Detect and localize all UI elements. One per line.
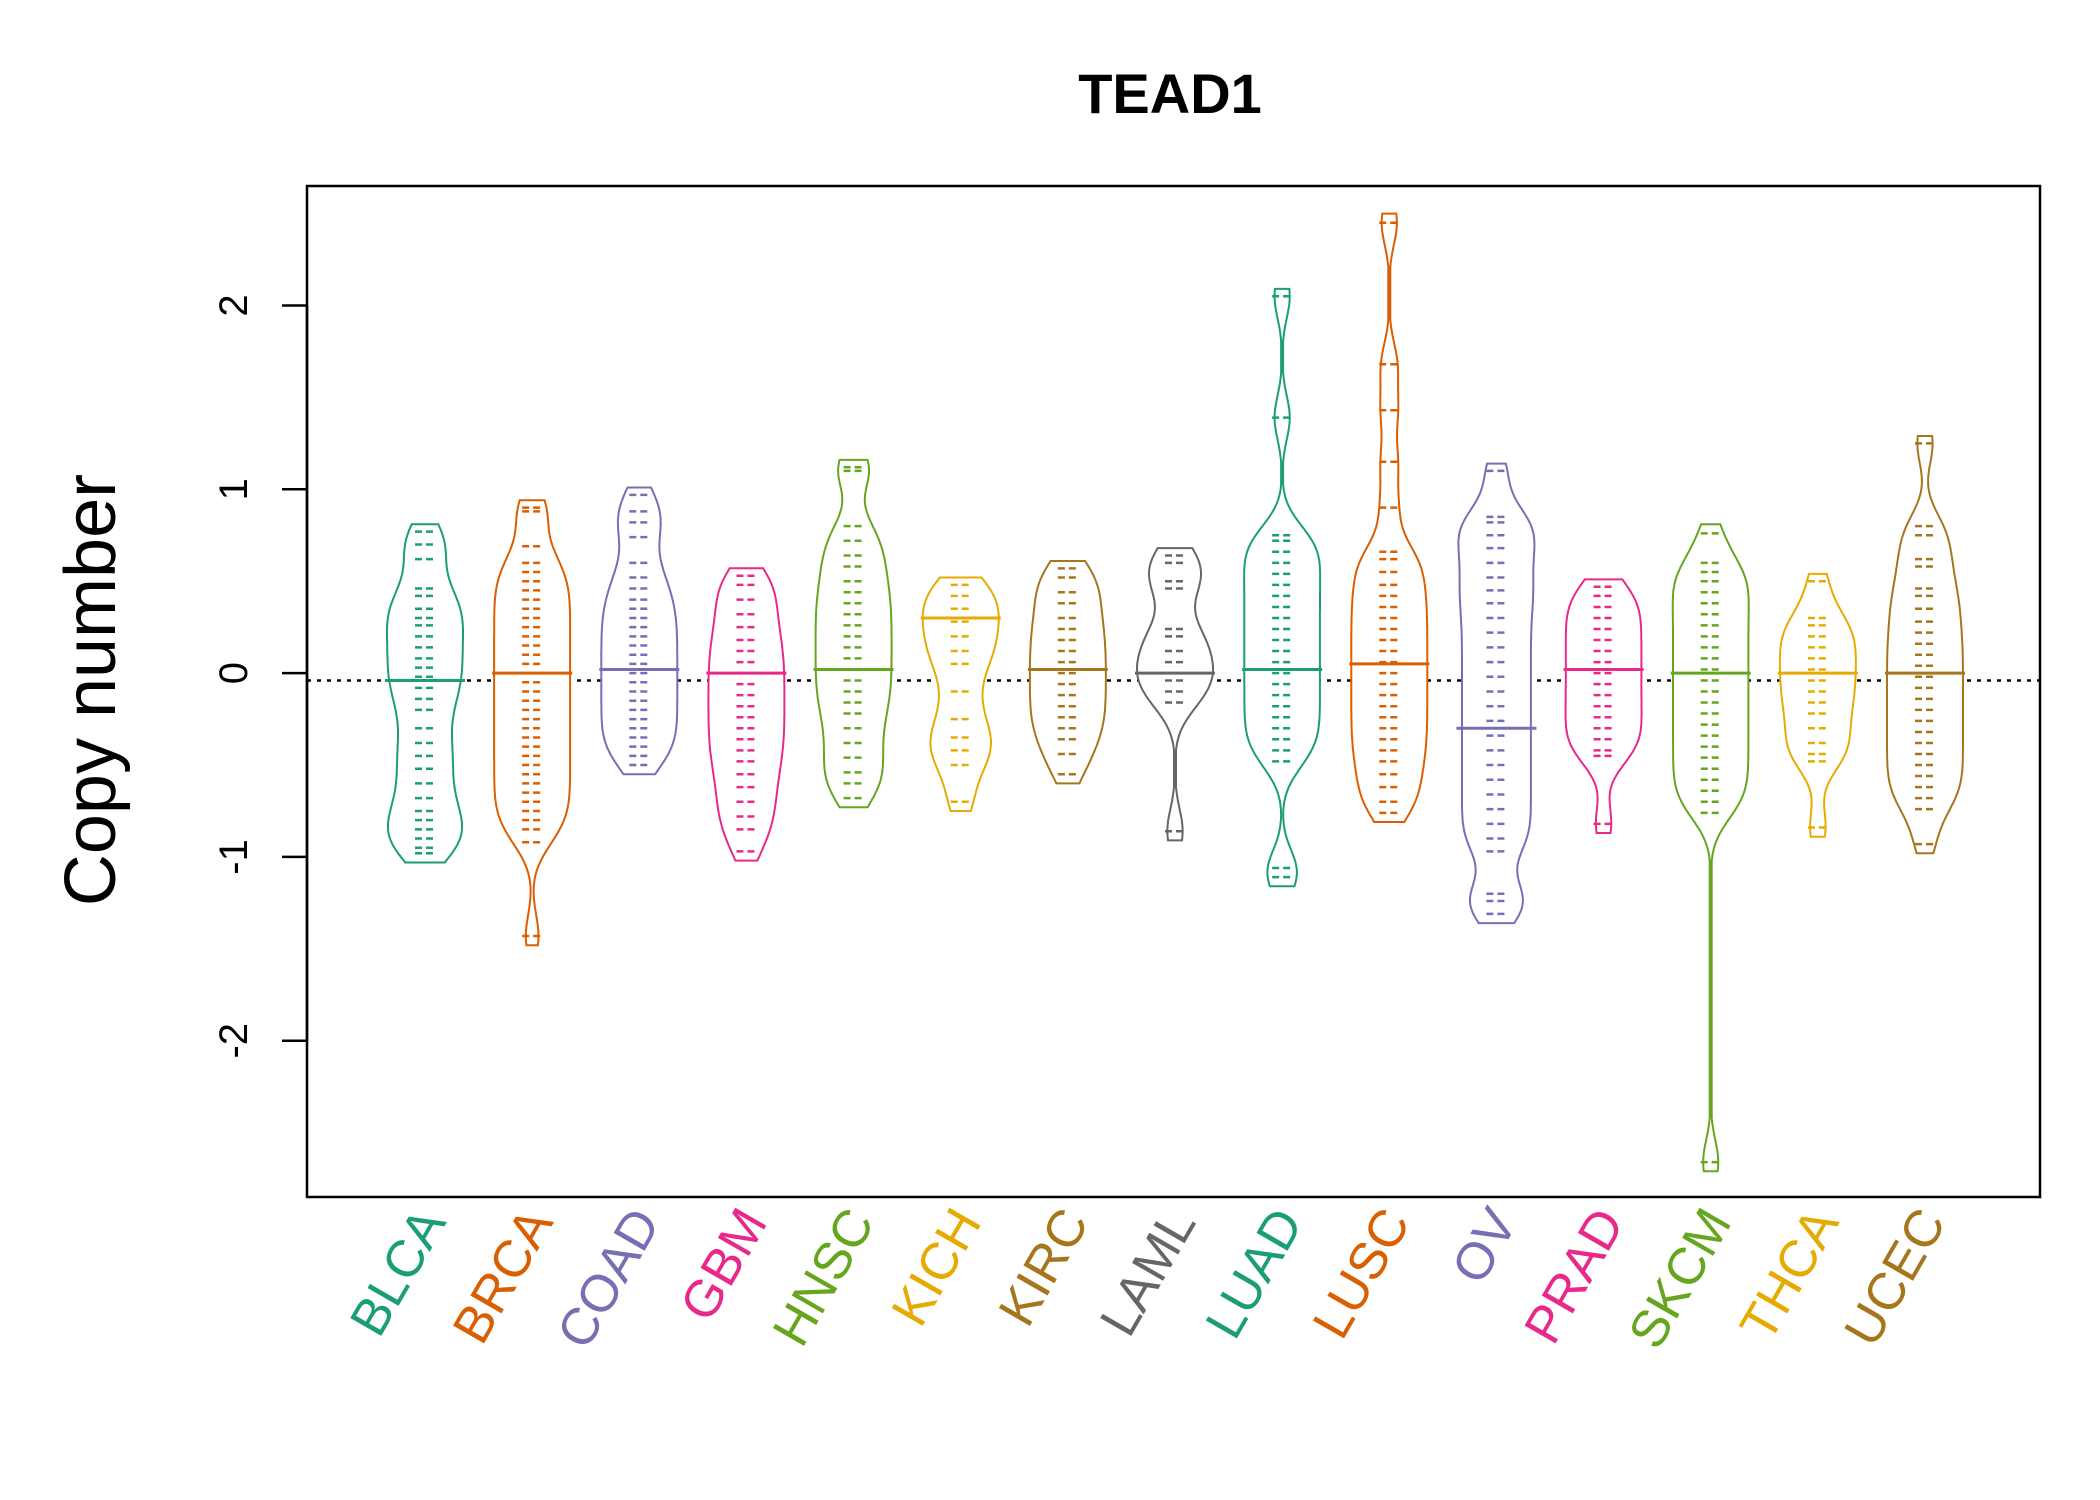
bean-luad [1242, 287, 1323, 888]
x-tick-label: SKCM [1618, 1199, 1743, 1358]
bean-density-blca [386, 523, 464, 864]
bean-coad [599, 486, 680, 776]
x-tick-label: KICH [881, 1199, 993, 1336]
bean-density-gbm [707, 567, 786, 862]
bean-kirc [1027, 560, 1108, 785]
bean-density-prad [1564, 578, 1643, 834]
x-tick-label: LUSC [1302, 1199, 1422, 1348]
bean-brca [492, 499, 573, 947]
plot-area [307, 212, 2040, 1173]
y-tick-label: 1 [212, 478, 256, 500]
bean-skcm [1670, 523, 1751, 1173]
bean-density-hnsc [814, 458, 893, 809]
bean-lusc [1349, 212, 1430, 823]
bean-thca [1777, 572, 1858, 838]
bean-ov [1456, 462, 1537, 925]
y-tick-label: -1 [212, 839, 256, 875]
bean-density-kich [921, 576, 1000, 812]
x-tick-label: THCA [1729, 1199, 1850, 1351]
bean-density-thca [1778, 572, 1857, 838]
x-tick-label: HNSC [762, 1199, 886, 1356]
bean-prad [1563, 578, 1644, 834]
y-axis-label: Copy number [51, 474, 131, 906]
x-tick-label: LUAD [1195, 1199, 1315, 1348]
x-tick-label: UCEC [1833, 1199, 1957, 1356]
bean-gbm [706, 567, 787, 862]
bean-blca [385, 523, 465, 864]
bean-density-kirc [1028, 560, 1107, 785]
x-tick-label: KIRC [988, 1199, 1100, 1336]
x-tick-label: GBM [669, 1199, 778, 1331]
bean-density-ucec [1886, 435, 1964, 855]
x-tick-label: OV [1441, 1199, 1529, 1293]
bean-density-luad [1243, 287, 1322, 888]
bean-density-lusc [1350, 212, 1429, 823]
bean-density-ov [1457, 462, 1536, 925]
chart-title: TEAD1 [1078, 62, 1262, 125]
bean-ucec [1885, 435, 1965, 855]
bean-density-laml [1136, 547, 1214, 842]
y-tick-label: 2 [212, 294, 256, 316]
bean-kich [920, 576, 1001, 812]
y-tick-label: -2 [212, 1023, 256, 1059]
x-tick-label: COAD [546, 1199, 671, 1358]
bean-density-skcm [1671, 523, 1750, 1173]
bean-density-brca [493, 499, 572, 947]
x-tick-label: BLCA [339, 1199, 457, 1346]
y-tick-label: 0 [212, 662, 256, 684]
y-axis: -2 -1 0 1 2 [212, 294, 309, 1059]
x-tick-label: LAML [1089, 1199, 1207, 1346]
bean-hnsc [813, 458, 894, 809]
bean-density-coad [600, 486, 679, 776]
bean-laml [1135, 547, 1215, 842]
